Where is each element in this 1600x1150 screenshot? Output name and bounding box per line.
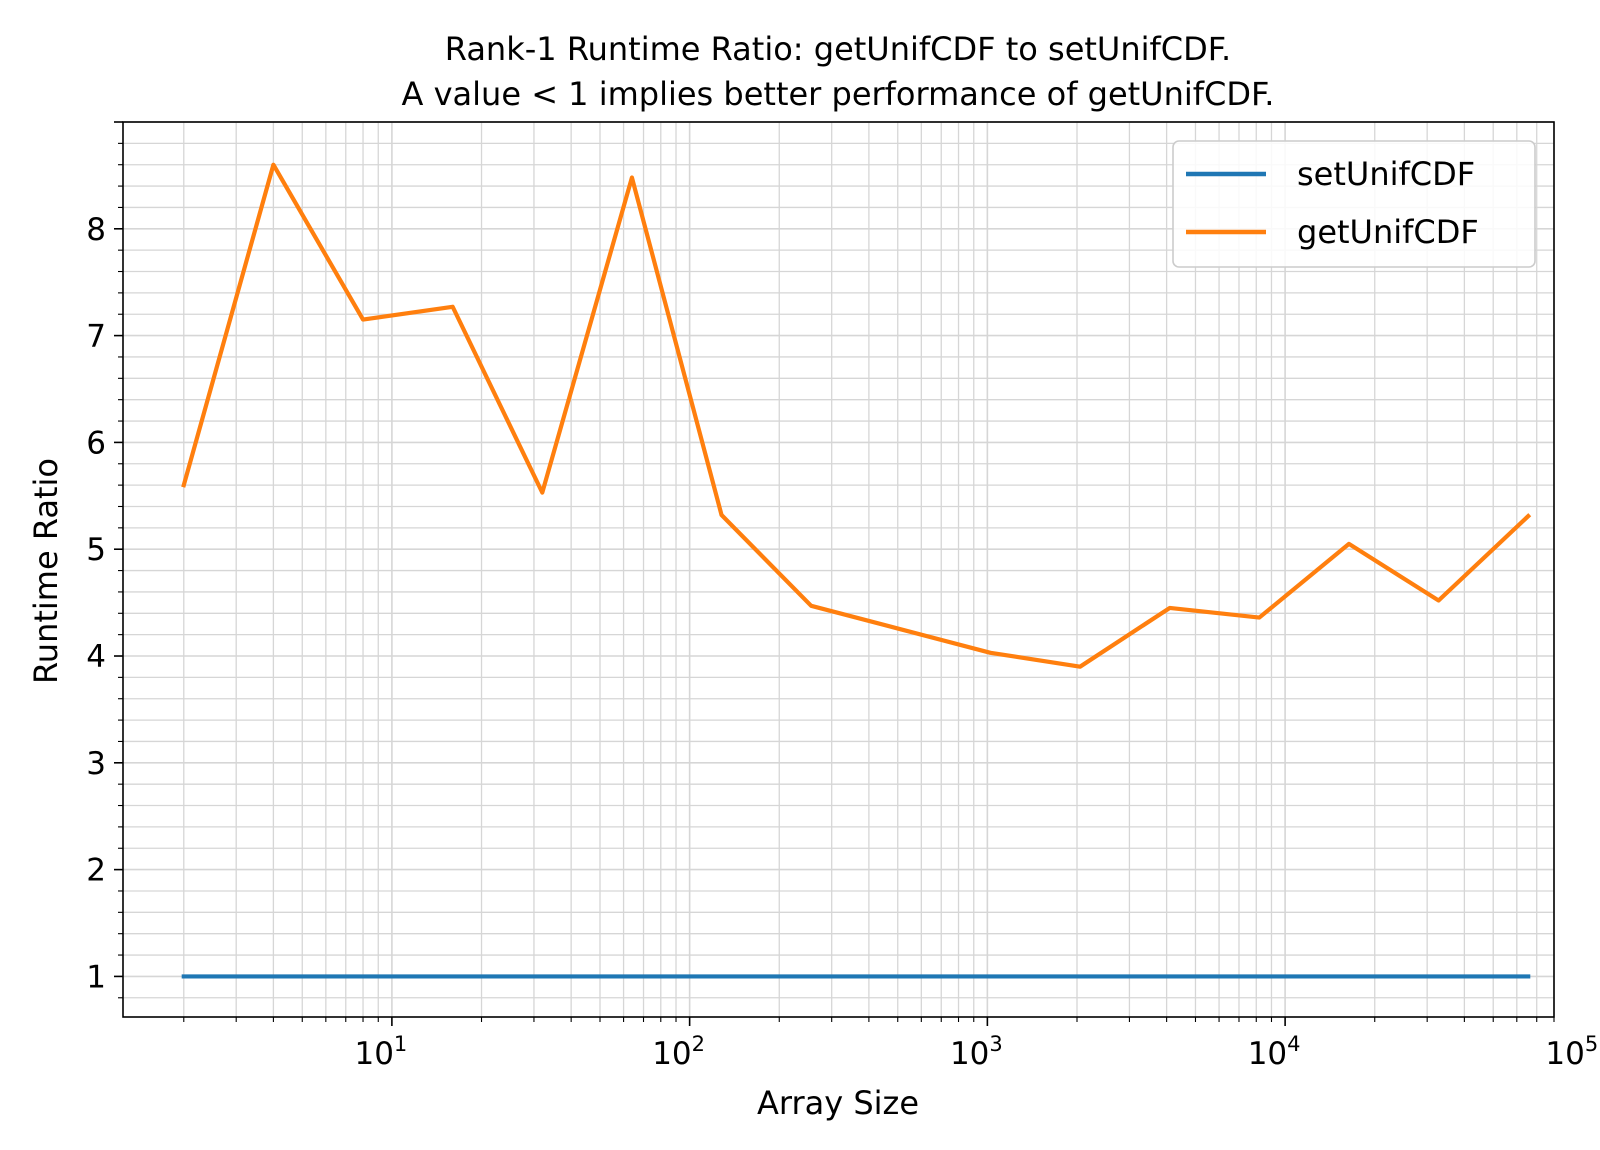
- x-tick-label: 103: [950, 1032, 1003, 1072]
- y-tick-label: 4: [86, 639, 106, 675]
- legend-label-setUnifCDF: setUnifCDF: [1297, 155, 1475, 193]
- y-tick-label: 8: [86, 212, 106, 248]
- y-tick-label: 1: [86, 959, 106, 995]
- legend: setUnifCDF getUnifCDF: [1172, 140, 1536, 268]
- x-tick-label: 101: [354, 1032, 407, 1072]
- y-tick-label: 3: [86, 746, 106, 782]
- legend-label-getUnifCDF: getUnifCDF: [1297, 213, 1479, 251]
- series-line-getUnifCDF: [181, 162, 1532, 669]
- y-tick-label: 7: [86, 319, 106, 355]
- y-axis-label: Runtime Ratio: [27, 458, 65, 684]
- x-tick-label: 102: [652, 1032, 705, 1072]
- chart-subtitle: A value < 1 implies better performance o…: [402, 75, 1275, 113]
- x-tick-label: 104: [1248, 1032, 1301, 1072]
- chart-title: Rank-1 Runtime Ratio: getUnifCDF to setU…: [445, 30, 1231, 68]
- grid-lines: [123, 121, 1555, 1017]
- x-axis-label: Array Size: [757, 1084, 919, 1122]
- axis-ticks: 1 2 3 4 5 6 7 8 101 102 103 104 105: [86, 121, 1598, 1072]
- x-tick-label: 105: [1545, 1032, 1598, 1072]
- plot-frame: [122, 121, 1555, 1018]
- series-lines: [181, 162, 1532, 979]
- y-tick-label: 6: [86, 425, 106, 461]
- y-tick-label: 5: [86, 532, 106, 568]
- y-tick-label: 2: [86, 853, 106, 889]
